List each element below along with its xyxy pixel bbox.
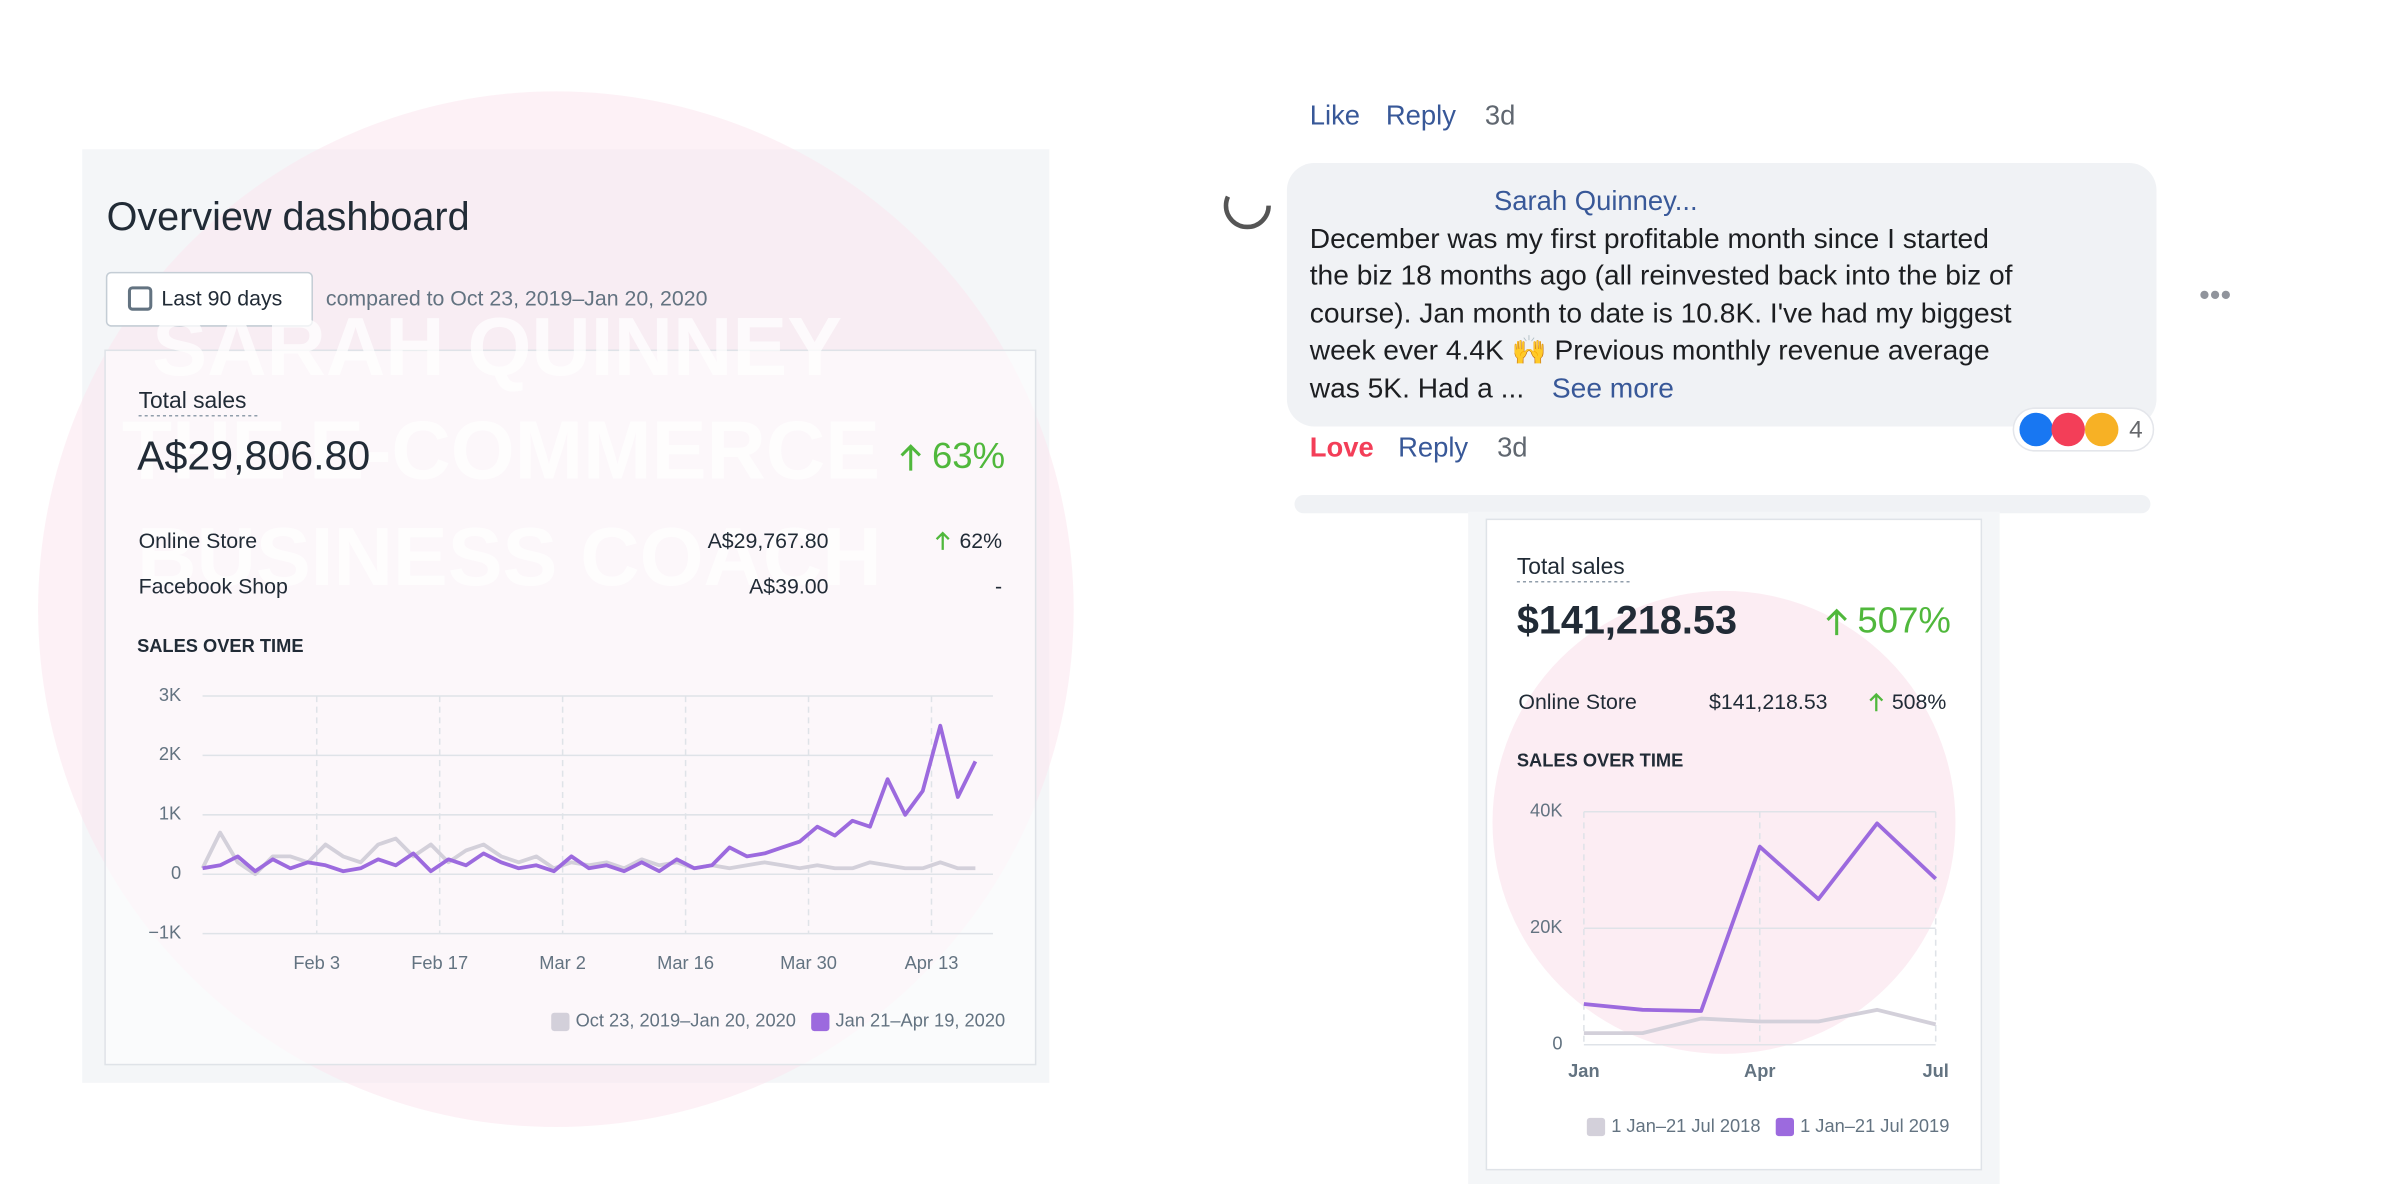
total: A$29,806.80 bbox=[137, 432, 370, 478]
change: 507% bbox=[1857, 600, 1950, 641]
comment-action[interactable]: Reply bbox=[1398, 432, 1468, 463]
comment-body: December was my first profitable month s… bbox=[1309, 222, 2013, 403]
series-line bbox=[1583, 821, 1937, 1013]
love-icon bbox=[2051, 412, 2085, 447]
y-tick-label: 20K bbox=[1530, 916, 1563, 937]
row-change: - bbox=[995, 575, 1002, 599]
comment-author[interactable]: Sarah Quinney... bbox=[1494, 185, 1698, 216]
series-line bbox=[200, 830, 976, 877]
x-tick-label: Jul bbox=[1922, 1060, 1948, 1081]
y-tick-label: −1K bbox=[148, 921, 181, 942]
watermark-line: SARAH QUINNEY bbox=[152, 302, 842, 393]
comparison: compared to Oct 23, 2019–Jan 20, 2020 bbox=[326, 287, 708, 311]
row-value: A$39.00 bbox=[749, 575, 829, 599]
like-icon bbox=[2019, 412, 2053, 447]
row-name: Online Store bbox=[1518, 690, 1636, 714]
y-tick-label: 40K bbox=[1530, 800, 1563, 821]
series-line bbox=[202, 723, 978, 874]
row-name: Online Store bbox=[139, 529, 257, 553]
avatar bbox=[1223, 182, 1271, 230]
row-value: $141,218.53 bbox=[1709, 690, 1828, 714]
section-title: SALES OVER TIME bbox=[1517, 749, 1683, 770]
x-tick-label: Mar 30 bbox=[780, 952, 837, 973]
legend-swatch bbox=[811, 1012, 830, 1032]
comment-time: 3d bbox=[1485, 100, 1515, 131]
y-tick-label: 2K bbox=[159, 743, 181, 764]
legend-label: 1 Jan–21 Jul 2019 bbox=[1800, 1115, 1949, 1136]
card-title: Total sales bbox=[139, 387, 247, 413]
watermark-line: BUSINESS COACH bbox=[137, 512, 882, 603]
x-tick-label: Apr 13 bbox=[905, 952, 959, 973]
x-tick-label: Apr bbox=[1744, 1060, 1775, 1081]
row-name: Facebook Shop bbox=[139, 575, 288, 599]
card bbox=[104, 349, 1037, 1066]
next-comment bbox=[1294, 494, 2151, 514]
comment-action[interactable]: Love bbox=[1310, 432, 1374, 463]
x-tick-label: Feb 17 bbox=[411, 952, 468, 973]
x-tick-label: Mar 16 bbox=[657, 952, 714, 973]
watermark-line: THE E-COMMERCE bbox=[122, 406, 880, 497]
x-tick-label: Jan bbox=[1568, 1060, 1599, 1081]
legend-swatch bbox=[551, 1012, 570, 1032]
card-title: Total sales bbox=[1517, 553, 1625, 579]
comment-action[interactable]: Reply bbox=[1386, 100, 1456, 131]
x-tick-label: Feb 3 bbox=[293, 952, 340, 973]
series-line bbox=[1583, 1007, 1937, 1036]
see-more[interactable]: See more bbox=[1552, 371, 1674, 403]
y-tick-label: 1K bbox=[159, 803, 181, 824]
up-arrow bbox=[935, 531, 950, 550]
legend-label: 1 Jan–21 Jul 2018 bbox=[1611, 1115, 1760, 1136]
legend-swatch bbox=[1586, 1117, 1606, 1137]
up-arrow bbox=[1869, 692, 1884, 712]
more-dots[interactable]: ••• bbox=[2199, 278, 2231, 312]
legend-label: Jan 21–Apr 19, 2020 bbox=[836, 1010, 1006, 1031]
up-arrow bbox=[1826, 608, 1847, 636]
comment-line: the biz 18 months ago (all reinvested ba… bbox=[1310, 259, 2013, 291]
x-tick-label: Mar 2 bbox=[539, 952, 586, 973]
title: Overview dashboard bbox=[107, 195, 470, 239]
section-title: SALES OVER TIME bbox=[137, 635, 303, 656]
row-value: A$29,767.80 bbox=[708, 529, 829, 553]
legend-swatch bbox=[1775, 1117, 1794, 1137]
comment-time: 3d bbox=[1497, 432, 1527, 463]
legend-label: Oct 23, 2019–Jan 20, 2020 bbox=[576, 1010, 796, 1031]
total: $141,218.53 bbox=[1517, 598, 1737, 642]
up-arrow bbox=[900, 444, 921, 471]
watermark-circle bbox=[1492, 590, 1956, 1054]
reaction-count: 4 bbox=[2129, 416, 2143, 443]
y-tick-label: 0 bbox=[1552, 1033, 1562, 1054]
comment-line: course). Jan month to date is 10.8K. I'v… bbox=[1310, 297, 2012, 329]
comment-line: week ever 4.4K 🙌 Previous monthly revenu… bbox=[1309, 333, 1990, 365]
date-button[interactable] bbox=[105, 271, 313, 327]
comment-line: December was my first profitable month s… bbox=[1310, 222, 1989, 254]
row-change: 62% bbox=[959, 529, 1002, 553]
comment-action[interactable]: Like bbox=[1310, 100, 1360, 131]
comment-bubble bbox=[1286, 162, 2157, 427]
y-tick-label: 0 bbox=[171, 862, 181, 883]
wow-icon bbox=[2084, 412, 2119, 447]
calendar-icon bbox=[127, 286, 153, 311]
comment-line: was 5K. Had a ... bbox=[1309, 371, 1524, 403]
watermark: SARAH QUINNEY THE E-COMMERCE BUSINESS CO… bbox=[122, 302, 882, 603]
row-change: 508% bbox=[1892, 690, 1947, 714]
y-tick-label: 3K bbox=[159, 684, 181, 705]
date-button-label[interactable]: Last 90 days bbox=[161, 287, 282, 311]
change: 63% bbox=[932, 435, 1005, 476]
